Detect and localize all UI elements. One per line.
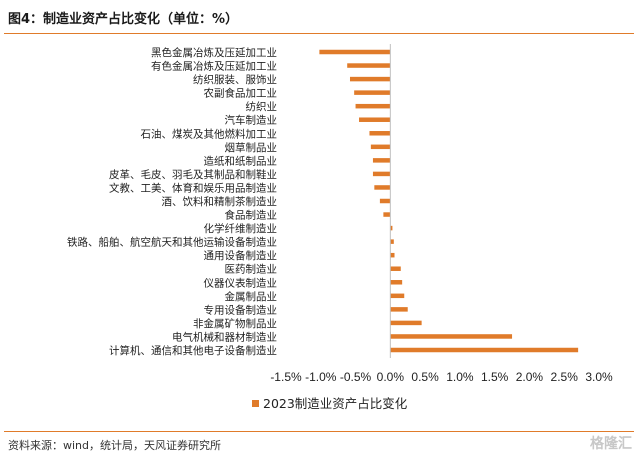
- x-tick-label: 2.0%: [516, 370, 544, 384]
- category-label: 非金属矿物制品业: [193, 317, 277, 330]
- category-label: 纺织业: [246, 100, 278, 113]
- bar-chart: 黑色金属冶炼及压延加工业有色金属冶炼及压延加工业纺织服装、服饰业农副食品加工业纺…: [67, 44, 613, 411]
- category-label: 食品制造业: [225, 209, 278, 222]
- bar: [369, 131, 391, 136]
- legend-swatch: [252, 400, 259, 407]
- x-tick-label: 0.5%: [411, 370, 439, 384]
- bars: [319, 49, 579, 353]
- bar: [359, 117, 391, 122]
- bar: [390, 307, 408, 312]
- bar: [383, 212, 391, 217]
- chart-title: 图4：制造业资产占比变化（单位：%）: [8, 12, 239, 27]
- x-tick-label: 1.0%: [446, 370, 474, 384]
- x-tick-label: -1.5%: [270, 370, 302, 384]
- category-label: 农副食品加工业: [204, 87, 278, 100]
- bar: [390, 252, 395, 258]
- legend-label: 2023制造业资产占比变化: [263, 396, 408, 411]
- category-label: 黑色金属冶炼及压延加工业: [151, 46, 277, 59]
- category-labels: 黑色金属冶炼及压延加工业有色金属冶炼及压延加工业纺织服装、服饰业农副食品加工业纺…: [67, 46, 277, 357]
- bar: [390, 280, 403, 285]
- bar: [347, 63, 391, 68]
- category-label: 金属制品业: [225, 290, 278, 303]
- watermark-logo: 格隆汇: [590, 436, 632, 452]
- x-tick-label: 3.0%: [585, 370, 613, 384]
- bar: [349, 76, 391, 82]
- bar: [372, 171, 391, 177]
- category-label: 汽车制造业: [225, 114, 278, 127]
- bar: [390, 266, 401, 271]
- category-label: 石油、煤炭及其他燃料加工业: [141, 127, 278, 140]
- legend: 2023制造业资产占比变化: [252, 396, 408, 411]
- x-tick-labels: -1.5% -1.0% -0.5% 0.0% 0.5% 1.0% 1.5% 2.0% 2.5% 3…: [270, 370, 613, 384]
- bar: [372, 158, 391, 163]
- bar: [354, 90, 391, 95]
- bar: [379, 198, 391, 204]
- category-label: 计算机、通信和其他电子设备制造业: [109, 344, 277, 357]
- top-rule: [4, 33, 634, 34]
- bar: [374, 185, 391, 190]
- bar: [370, 144, 391, 150]
- x-tick-label: 0.0%: [377, 370, 405, 384]
- category-label: 文教、工美、体育和娱乐用品制造业: [109, 181, 277, 194]
- category-label: 电气机械和器材制造业: [172, 330, 277, 343]
- category-label: 专用设备制造业: [204, 303, 278, 316]
- category-label: 医药制造业: [225, 263, 278, 276]
- bar: [390, 347, 579, 353]
- x-tick-label: -1.0%: [305, 370, 337, 384]
- bar: [390, 320, 422, 326]
- bar: [319, 49, 391, 55]
- category-label: 有色金属冶炼及压延加工业: [151, 60, 277, 73]
- bottom-rule: [4, 431, 634, 432]
- category-label: 通用设备制造业: [204, 249, 278, 262]
- x-tick-label: 2.5%: [551, 370, 579, 384]
- bar: [390, 239, 394, 244]
- category-label: 铁路、船舶、航空航天和其他运输设备制造业: [67, 236, 277, 249]
- category-label: 皮革、毛皮、羽毛及其制品和制鞋业: [109, 168, 277, 181]
- bar: [390, 225, 393, 231]
- category-label: 仪器仪表制造业: [204, 276, 278, 289]
- category-label: 酒、饮料和精制茶制造业: [162, 195, 278, 208]
- category-label: 纺织服装、服饰业: [193, 73, 277, 86]
- source-note: 资料来源：wind，统计局，天风证券研究所: [8, 439, 222, 452]
- bar: [390, 293, 405, 299]
- bar: [390, 334, 513, 339]
- x-tick-label: 1.5%: [481, 370, 509, 384]
- category-label: 烟草制品业: [225, 141, 278, 154]
- category-label: 造纸和纸制品业: [204, 154, 278, 167]
- category-label: 化学纤维制造业: [204, 222, 278, 235]
- x-tick-label: -0.5%: [340, 370, 372, 384]
- bar: [355, 103, 391, 109]
